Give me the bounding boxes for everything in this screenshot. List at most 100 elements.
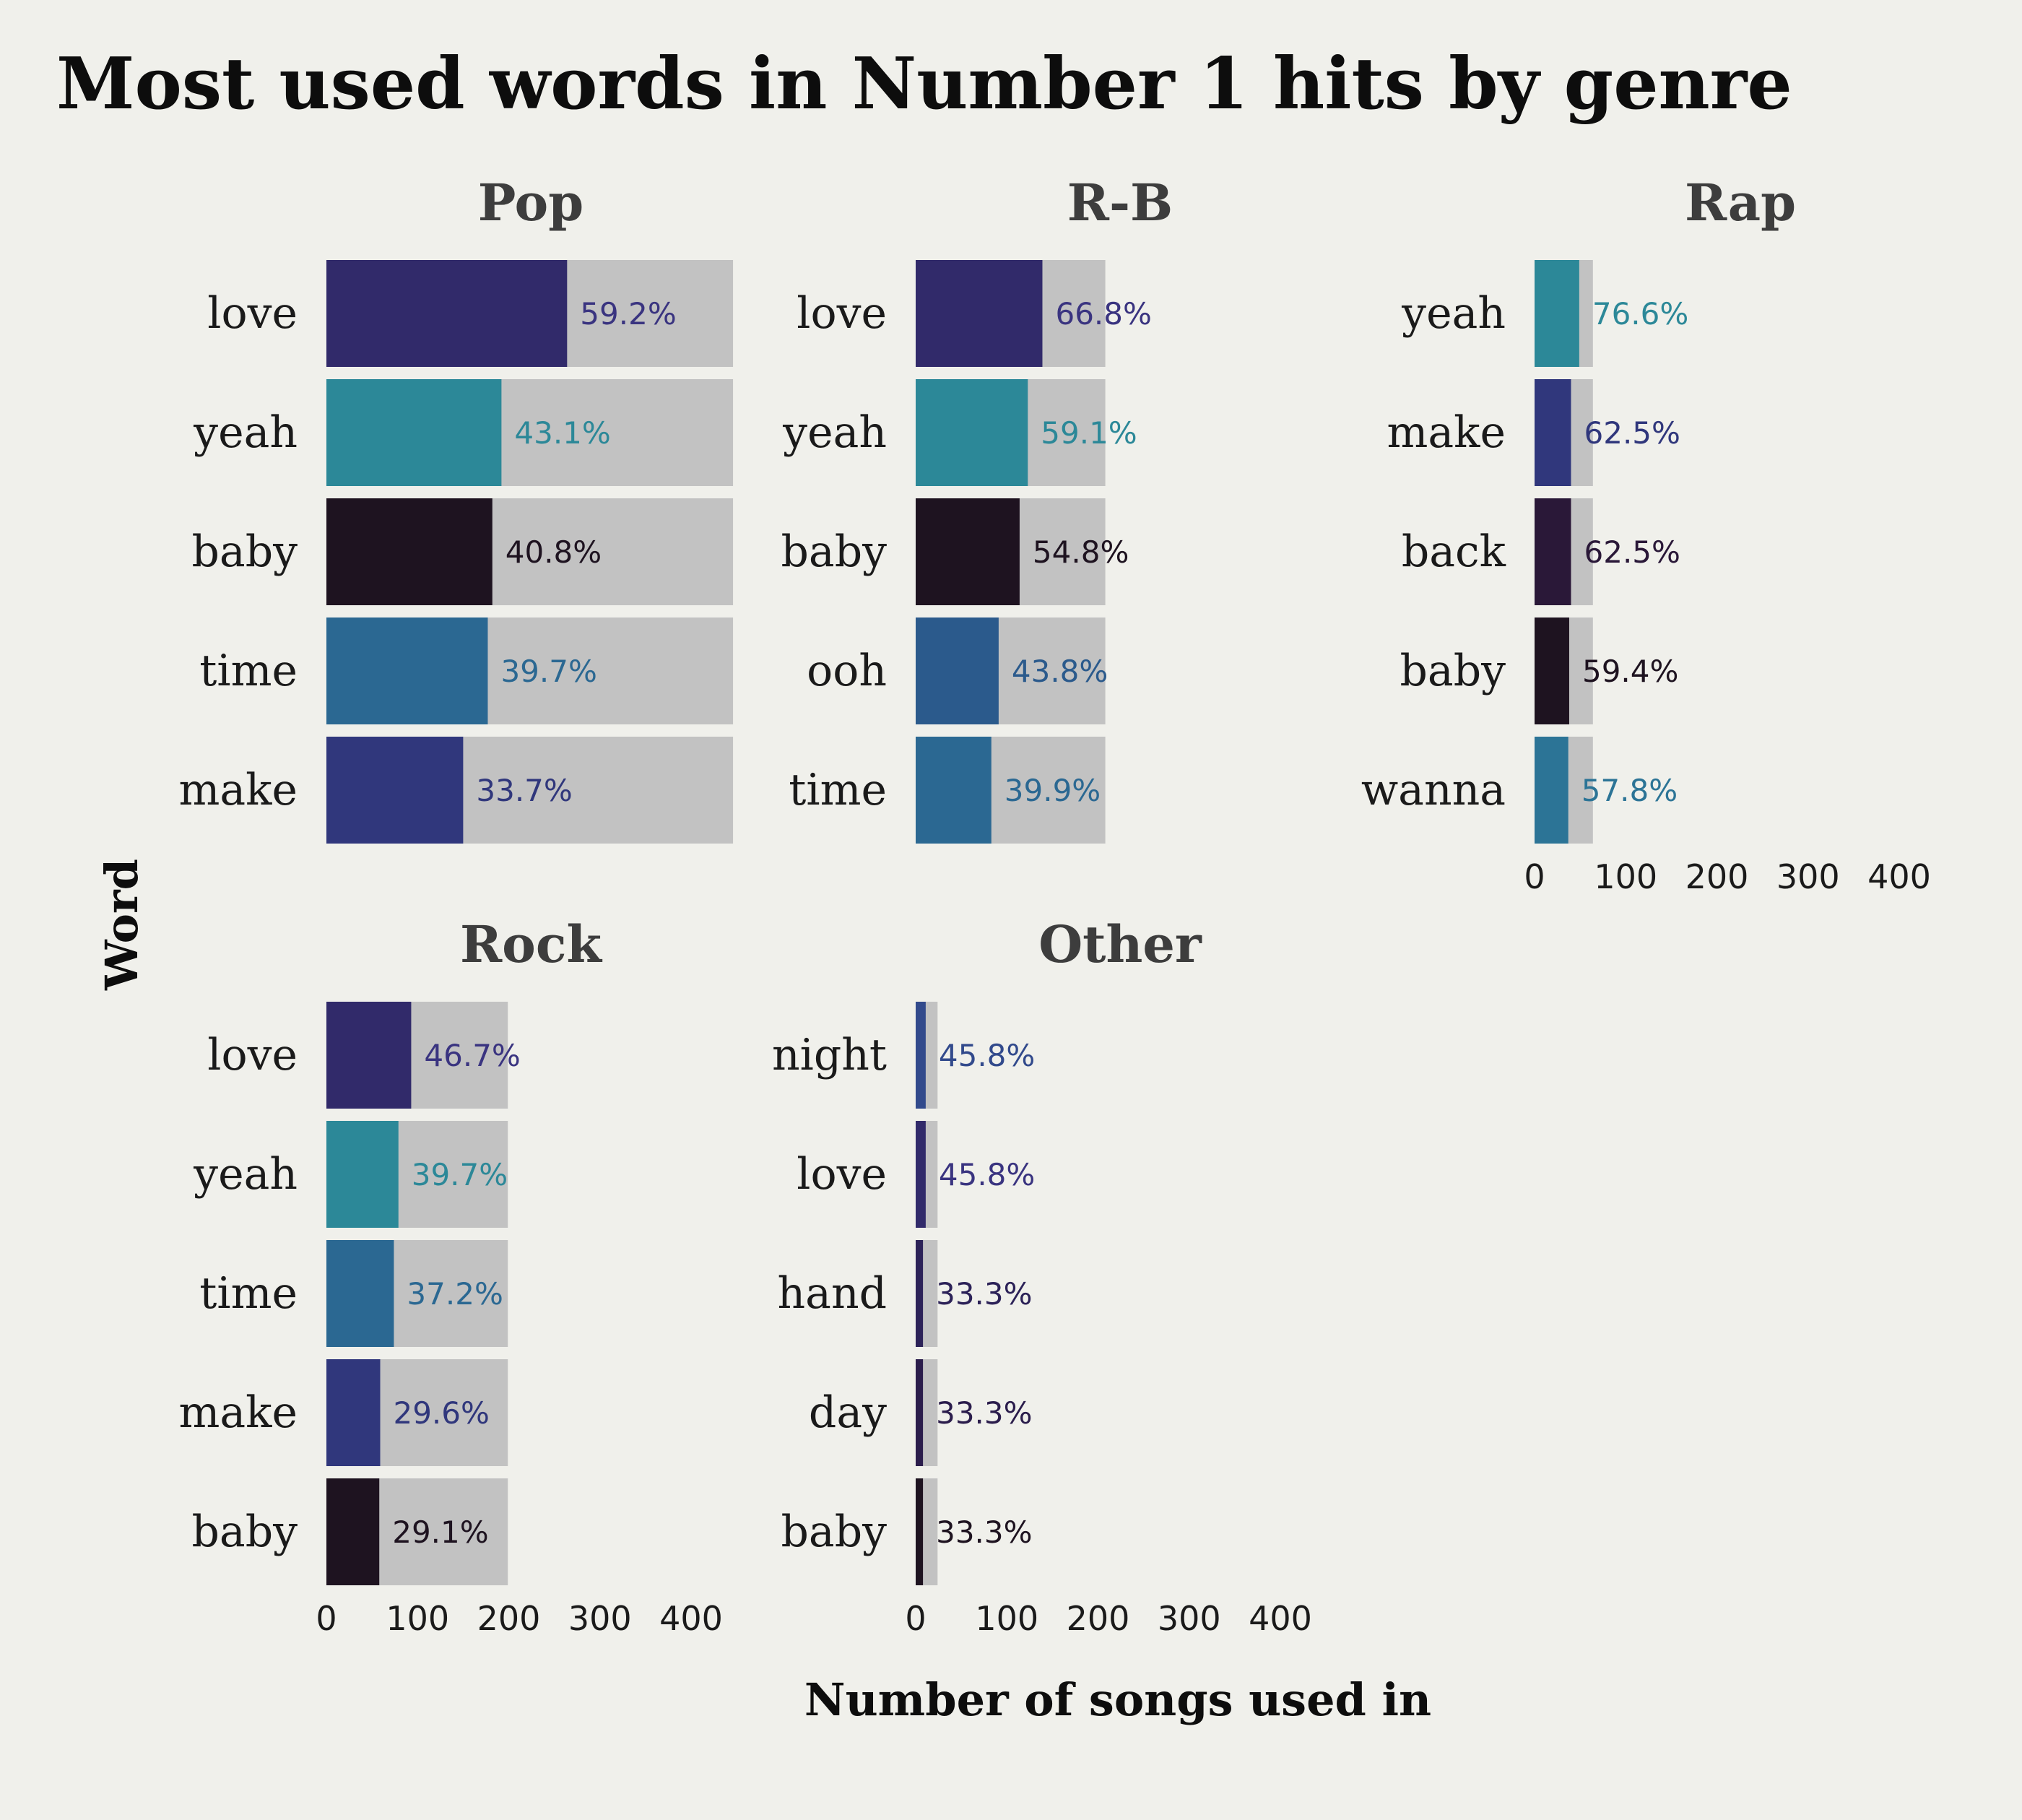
chart-title: Most used words in Number 1 hits by genr… — [56, 43, 1792, 126]
word-bar-rap-make — [1535, 379, 1571, 486]
x-tick-label-other-300: 300 — [1158, 1599, 1221, 1638]
percent-label-pop-time: 39.7% — [500, 654, 596, 689]
word-label-other-day: day — [809, 1387, 887, 1438]
word-bar-r-b-yeah — [916, 379, 1028, 486]
x-tick-label-rock-0: 0 — [316, 1599, 337, 1638]
word-bar-r-b-baby — [916, 498, 1020, 605]
percent-label-rock-make: 29.6% — [393, 1395, 489, 1431]
x-tick-label-other-100: 100 — [975, 1599, 1038, 1638]
word-bar-r-b-love — [916, 260, 1043, 367]
word-label-r-b-time: time — [789, 765, 887, 815]
word-label-rap-yeah: yeah — [1401, 288, 1506, 339]
y-axis-title: Word — [95, 859, 148, 991]
word-bar-pop-love — [326, 260, 568, 367]
percent-label-pop-yeah: 43.1% — [514, 415, 610, 451]
word-label-r-b-baby: baby — [781, 526, 888, 577]
percent-label-rock-love: 46.7% — [424, 1038, 520, 1073]
word-label-pop-yeah: yeah — [193, 407, 298, 458]
x-tick-label-rock-400: 400 — [659, 1599, 723, 1638]
word-label-rock-baby: baby — [192, 1507, 298, 1557]
percent-label-rap-make: 62.5% — [1584, 415, 1680, 451]
word-label-pop-love: love — [207, 288, 298, 339]
panel-pop: Pop love 59.2% yeah 43.1% baby 40.8% time 39.7% m… — [178, 173, 734, 844]
word-bar-rock-love — [326, 1002, 412, 1109]
percent-label-r-b-love: 66.8% — [1055, 296, 1151, 332]
percent-label-other-hand: 33.3% — [936, 1276, 1032, 1312]
x-tick-label-rap-300: 300 — [1776, 857, 1840, 896]
percent-label-pop-baby: 40.8% — [506, 534, 602, 570]
x-tick-label-rap-400: 400 — [1867, 857, 1931, 896]
word-bar-rap-back — [1535, 498, 1571, 605]
panel-title-pop: Pop — [478, 173, 583, 233]
x-tick-label-other-400: 400 — [1249, 1599, 1312, 1638]
word-bar-pop-yeah — [326, 379, 502, 486]
percent-label-rock-yeah: 39.7% — [412, 1157, 508, 1192]
x-tick-label-rap-200: 200 — [1685, 857, 1749, 896]
word-bar-rock-yeah — [326, 1121, 399, 1228]
word-label-rap-baby: baby — [1400, 646, 1506, 696]
percent-label-pop-love: 59.2% — [580, 296, 676, 332]
word-bar-rock-make — [326, 1359, 381, 1466]
x-tick-label-rap-0: 0 — [1524, 857, 1545, 896]
word-bar-r-b-time — [916, 737, 992, 844]
x-tick-label-other-200: 200 — [1067, 1599, 1130, 1638]
word-label-pop-baby: baby — [192, 526, 298, 577]
percent-label-r-b-baby: 54.8% — [1033, 534, 1129, 570]
panel-rap: Rap yeah 76.6% make 62.5% back 62.5% baby 59.4% w… — [1361, 173, 1931, 896]
percent-label-pop-make: 33.7% — [476, 773, 572, 808]
percent-label-rap-baby: 59.4% — [1582, 654, 1678, 689]
word-bar-other-love — [916, 1121, 926, 1228]
panel-title-r-b: R-B — [1067, 173, 1173, 233]
word-bar-pop-make — [326, 737, 464, 844]
percent-label-other-day: 33.3% — [936, 1395, 1032, 1431]
word-label-r-b-yeah: yeah — [782, 407, 887, 458]
panel-title-other: Other — [1038, 914, 1202, 974]
word-bar-r-b-ooh — [916, 618, 999, 724]
x-axis-title: Number of songs used in — [804, 1673, 1431, 1726]
word-label-rock-time: time — [199, 1268, 298, 1319]
word-bar-rap-wanna — [1535, 737, 1568, 844]
panel-r-b: R-B love 66.8% yeah 59.1% baby 54.8% ooh 43.8% ti… — [781, 173, 1173, 844]
x-tick-label-rock-300: 300 — [568, 1599, 632, 1638]
percent-label-r-b-ooh: 43.8% — [1012, 654, 1108, 689]
x-tick-label-other-0: 0 — [905, 1599, 926, 1638]
panel-title-rock: Rock — [460, 914, 602, 974]
percent-label-other-baby: 33.3% — [936, 1514, 1032, 1550]
word-label-rap-wanna: wanna — [1361, 765, 1506, 815]
word-label-other-baby: baby — [781, 1507, 888, 1557]
word-label-pop-make: make — [178, 765, 298, 815]
word-label-rap-back: back — [1402, 526, 1506, 577]
percent-label-other-night: 45.8% — [939, 1038, 1035, 1073]
word-label-rock-yeah: yeah — [193, 1149, 298, 1200]
x-tick-label-rock-100: 100 — [386, 1599, 449, 1638]
percent-label-rock-time: 37.2% — [407, 1276, 503, 1312]
panel-other: Other night 45.8% love 45.8% hand 33.3% day 33.3… — [772, 914, 1312, 1638]
word-bar-rock-time — [326, 1240, 394, 1347]
word-bar-rap-baby — [1535, 618, 1569, 724]
x-tick-label-rock-200: 200 — [477, 1599, 541, 1638]
percent-label-rock-baby: 29.1% — [392, 1514, 488, 1550]
x-tick-label-rap-100: 100 — [1594, 857, 1657, 896]
word-label-r-b-ooh: ooh — [807, 646, 887, 696]
percent-label-r-b-time: 39.9% — [1005, 773, 1101, 808]
word-bar-rap-yeah — [1535, 260, 1579, 367]
word-label-other-love: love — [797, 1149, 887, 1200]
word-label-other-night: night — [772, 1030, 887, 1080]
word-bar-rock-baby — [326, 1478, 380, 1585]
word-bar-other-hand — [916, 1240, 924, 1347]
word-bar-other-day — [916, 1359, 924, 1466]
word-label-rock-love: love — [207, 1030, 298, 1080]
word-bar-pop-time — [326, 618, 488, 724]
word-label-pop-time: time — [199, 646, 298, 696]
panel-title-rap: Rap — [1685, 173, 1796, 233]
word-bar-other-night — [916, 1002, 926, 1109]
facet-panels: Pop love 59.2% yeah 43.1% baby 40.8% time 39.7% m… — [178, 173, 1930, 1638]
word-bar-other-baby — [916, 1478, 924, 1585]
panel-rock: Rock love 46.7% yeah 39.7% time 37.2% make 29.6%… — [178, 914, 722, 1638]
percent-label-rap-yeah: 76.6% — [1592, 296, 1688, 332]
percent-label-r-b-yeah: 59.1% — [1041, 415, 1137, 451]
word-label-other-hand: hand — [778, 1268, 887, 1319]
percent-label-rap-back: 62.5% — [1584, 534, 1680, 570]
word-bar-pop-baby — [326, 498, 493, 605]
